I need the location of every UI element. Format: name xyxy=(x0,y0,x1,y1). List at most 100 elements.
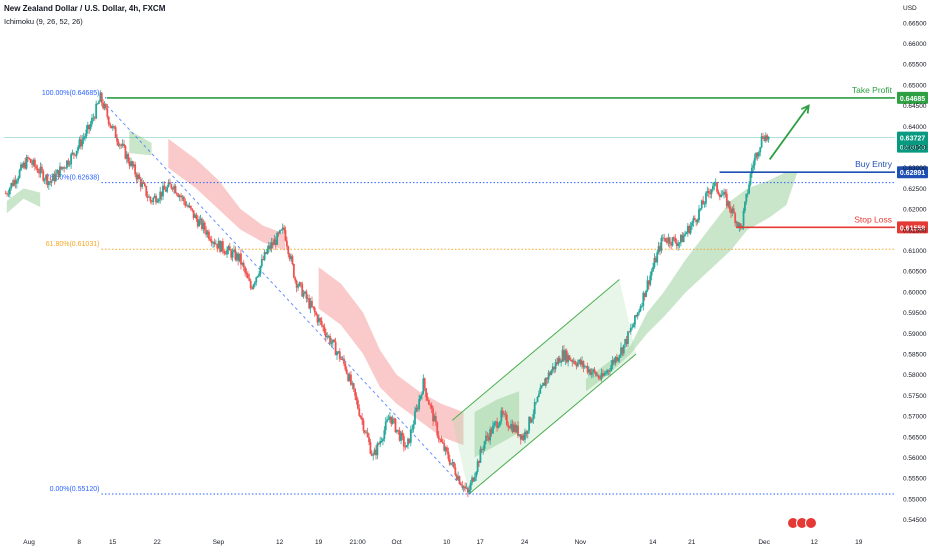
chart-title: New Zealand Dollar / U.S. Dollar, 4h, FX… xyxy=(4,4,166,13)
candle-body xyxy=(625,339,628,344)
time-axis[interactable]: Aug 8 15 22 Sep 12 19 21:00 Oct 10 17 24 Nov 14 21 Dec 1… xyxy=(23,517,863,547)
candle-body xyxy=(363,430,366,433)
candle-body xyxy=(251,288,253,289)
candle-body xyxy=(561,349,564,362)
candle-body xyxy=(241,263,244,265)
candle-body xyxy=(512,424,515,433)
candle-body xyxy=(302,293,305,297)
candle-body xyxy=(458,476,461,484)
candle-body xyxy=(767,136,770,140)
candle-body xyxy=(124,145,127,159)
current-price-time: 02:10:18 xyxy=(900,145,926,152)
candle-body xyxy=(627,331,629,344)
candle-body xyxy=(558,357,561,363)
candle-body xyxy=(486,435,489,438)
candle-body xyxy=(498,421,501,426)
time-tick-label: Oct xyxy=(392,539,402,546)
candle-body xyxy=(689,225,692,234)
candle-body xyxy=(710,189,713,195)
candle-body xyxy=(525,431,528,435)
candle-body xyxy=(86,124,89,130)
candle-body xyxy=(549,372,551,375)
candle-body xyxy=(134,164,137,175)
candle-body xyxy=(565,350,568,363)
candle-body xyxy=(472,477,475,482)
candle-body xyxy=(557,357,560,364)
candle-body xyxy=(576,362,579,367)
projection-arrow-head xyxy=(801,104,810,114)
cloud-red-patch xyxy=(168,138,286,251)
fib-trendline xyxy=(106,105,470,495)
candle-body xyxy=(297,285,299,288)
candle-body xyxy=(745,193,748,202)
price-tick-label: 0.64000 xyxy=(903,124,927,131)
price-tick-label: 0.66000 xyxy=(903,41,927,48)
candle-body xyxy=(178,195,181,198)
cloud-green-patch xyxy=(129,130,152,156)
candle-body xyxy=(528,416,531,431)
time-tick-label: Dec xyxy=(758,539,770,546)
candle-body xyxy=(326,336,329,338)
candle-body xyxy=(336,352,338,356)
candle-body xyxy=(330,342,333,344)
candle-body xyxy=(426,397,429,401)
candle-body xyxy=(102,102,105,109)
price-tick-label: 0.56000 xyxy=(903,455,927,462)
candle-body xyxy=(454,467,457,476)
candle-body xyxy=(421,394,423,396)
candle-body xyxy=(77,147,79,151)
candle-body xyxy=(191,208,194,211)
candle-body xyxy=(253,282,256,285)
candle-body xyxy=(647,280,650,285)
price-axis[interactable]: USD0.665000.660000.655000.650000.645000.… xyxy=(903,5,927,524)
candle-body xyxy=(414,411,416,425)
candle-body xyxy=(760,136,763,148)
candle-body xyxy=(632,324,635,328)
candle-body xyxy=(78,139,81,148)
price-tick-label: 0.55000 xyxy=(903,496,927,503)
current-price-value: 0.63727 xyxy=(900,136,925,143)
candle-body xyxy=(668,237,671,244)
candle-body xyxy=(432,408,434,422)
candle-body xyxy=(216,243,219,249)
candle-body xyxy=(274,239,277,245)
candle-body xyxy=(299,282,302,284)
candle-body xyxy=(153,195,156,198)
candle-body xyxy=(581,361,583,365)
candle-body xyxy=(180,195,182,198)
candle-body xyxy=(99,92,102,102)
candle-body xyxy=(568,355,571,361)
candle-body xyxy=(373,449,376,455)
candle-body xyxy=(81,139,84,147)
candle-body xyxy=(402,436,405,447)
candle-body xyxy=(613,360,615,363)
candle-body xyxy=(117,141,120,146)
candle-body xyxy=(405,445,408,448)
candle-body xyxy=(533,402,536,415)
candle-body xyxy=(441,441,444,444)
candle-body xyxy=(592,369,595,373)
candle-body xyxy=(621,347,624,354)
candle-body xyxy=(737,221,739,228)
candle-body xyxy=(189,205,192,209)
take_profit-label: Take Profit xyxy=(852,85,893,95)
candle-body xyxy=(57,169,60,177)
candle-body xyxy=(240,253,242,265)
candle-body xyxy=(263,251,266,260)
candle-body xyxy=(89,123,92,130)
candle-body xyxy=(756,152,759,157)
indicator-label[interactable]: Ichimoku (9, 26, 52, 26) xyxy=(4,17,83,26)
candle-body xyxy=(255,277,258,283)
candle-body xyxy=(149,196,152,202)
time-tick-label: 17 xyxy=(477,539,485,546)
candle-body xyxy=(575,364,578,367)
candle-body xyxy=(277,232,280,234)
candle-body xyxy=(92,117,95,119)
candle-body xyxy=(170,184,173,189)
candle-body xyxy=(242,263,245,268)
candle-body xyxy=(702,200,705,205)
candle-body xyxy=(487,437,490,441)
candle-body xyxy=(475,472,478,478)
candle-body xyxy=(67,160,70,165)
